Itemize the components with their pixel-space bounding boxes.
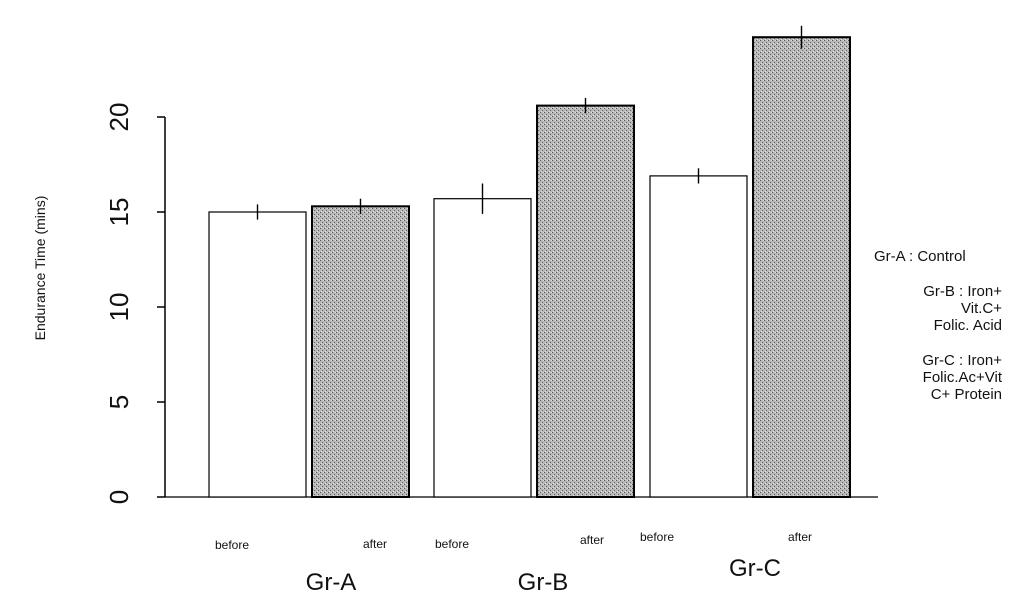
- bar-label-gr-a-before: before: [215, 538, 249, 552]
- bar-gr-c-before: [649, 175, 748, 498]
- legend-entry-2: Gr-B : Iron+ Vit.C+ Folic. Acid: [923, 283, 1002, 334]
- bar-label-gr-c-after: after: [788, 530, 812, 544]
- bar-label-gr-b-before: before: [435, 537, 469, 551]
- group-label-gr-b: Gr-B: [518, 569, 569, 592]
- group-label-gr-c: Gr-C: [729, 555, 781, 582]
- y-axis-title: Endurance Time (mins): [32, 196, 48, 341]
- bar-gr-a-before: [208, 211, 307, 498]
- y-tick-label: 0: [104, 490, 134, 504]
- bar-gr-c-after: [752, 36, 851, 498]
- bar-gr-b-after: [536, 104, 635, 498]
- labels: before after Gr-A before after Gr-B before afte…: [215, 530, 812, 592]
- y-tick-label: 15: [104, 198, 134, 227]
- y-tick-label: 10: [104, 293, 134, 322]
- group-label-gr-a: Gr-A: [306, 569, 357, 592]
- bar-label-gr-a-after: after: [363, 537, 387, 551]
- legend-entry-1: Gr-A : Control: [874, 248, 966, 265]
- legend: Gr-A : Control Gr-B : Iron+ Vit.C+ Folic.…: [870, 248, 1010, 421]
- bar-gr-b-before: [433, 198, 532, 498]
- bar-label-gr-b-after: after: [580, 533, 604, 547]
- bars: [208, 25, 851, 499]
- bar-gr-a-after: [311, 205, 410, 499]
- legend-entry-3: Gr-C : Iron+ Folic.Ac+Vit C+ Protein: [922, 352, 1002, 403]
- y-tick-label: 5: [104, 395, 134, 409]
- y-tick-label: 20: [104, 103, 134, 132]
- bar-label-gr-c-before: before: [640, 530, 674, 544]
